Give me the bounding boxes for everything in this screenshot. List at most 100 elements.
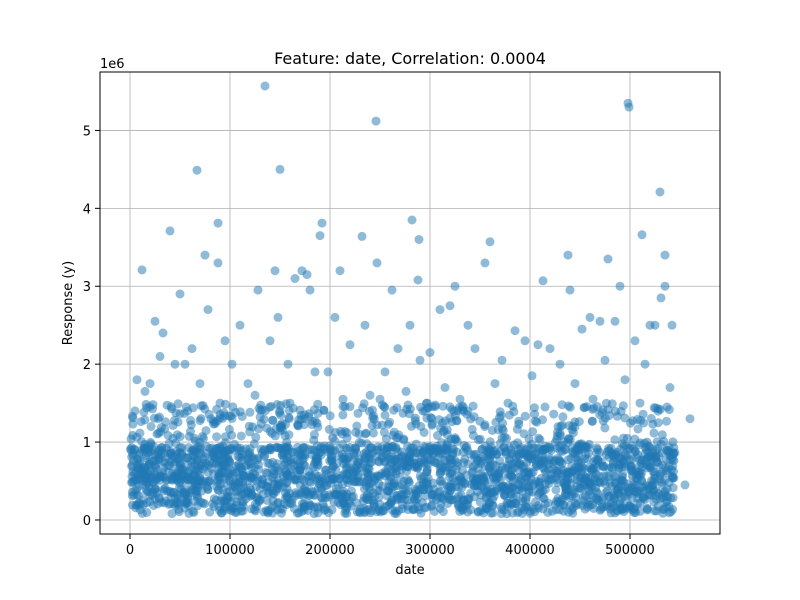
scatter-point [490,379,500,389]
scatter-point [379,506,389,516]
scatter-point [402,466,411,476]
scatter-point [568,465,578,475]
scatter-point [603,254,613,264]
scatter-point [212,477,222,487]
scatter-point [381,466,390,476]
scatter-point [541,467,551,477]
scatter-point [604,464,614,474]
scatter-point [392,495,402,505]
scatter-point [668,483,678,493]
scatter-point [519,429,529,439]
scatter-point [577,324,587,334]
scatter-point [604,452,614,462]
scatter-point [268,496,278,506]
scatter-point [324,424,334,434]
scatter-point [482,504,492,514]
scatter-point [685,414,695,424]
scatter-point [261,468,271,477]
scatter-point [195,442,205,452]
scatter-point [332,484,341,494]
scatter-point [128,450,138,459]
scatter-point [159,486,169,496]
scatter-point [325,411,335,421]
scatter-point [534,456,544,466]
scatter-point [610,316,620,326]
scatter-point [655,187,665,197]
scatter-point [165,226,175,236]
scatter-point [164,439,174,449]
scatter-point [416,422,426,431]
scatter-point [353,408,363,418]
scatter-point [407,215,417,225]
scatter-point [620,504,630,514]
scatter-point [555,359,565,369]
scatter-point [215,398,225,408]
scatter-point [187,481,197,491]
y-tick-label: 0 [83,514,91,529]
scatter-point [469,481,479,491]
scatter-point [223,454,233,464]
scatter-point [413,275,423,285]
scatter-point [189,508,199,517]
scatter-point [393,433,403,443]
scatter-point [660,250,670,260]
scatter-point [338,394,348,404]
scatter-point [533,340,543,350]
scatter-point [163,431,173,440]
scatter-point [502,509,512,519]
scatter-point [158,472,168,482]
scatter-point [518,496,528,506]
scatter-point [154,412,164,422]
scatter-point [455,394,465,404]
scatter-point [653,501,663,511]
scatter-point [517,508,527,518]
scatter-point [258,475,268,485]
scatter-point [353,463,363,473]
scatter-point [175,289,185,299]
scatter-point [138,447,148,457]
scatter-point [215,409,225,419]
scatter-point [305,285,315,295]
scatter-point [338,410,348,420]
scatter-point [391,469,401,479]
scatter-point [616,406,626,416]
scatter-point [289,454,299,464]
scatter-point [456,490,466,500]
scatter-point [420,491,430,501]
scatter-point [515,466,525,476]
scatter-point [256,419,266,429]
scatter-point [405,320,415,330]
scatter-point [140,386,150,396]
scatter-point [138,500,148,510]
scatter-point [452,458,462,468]
scatter-point [235,407,245,417]
scatter-point [512,485,522,495]
scatter-point [520,411,530,421]
scatter-point [470,344,480,354]
scatter-point [630,447,640,457]
scatter-point [486,442,496,452]
scatter-point [552,443,562,453]
scatter-point [257,405,267,415]
scatter-point [198,401,208,411]
scatter-point [597,408,607,418]
scatter-point [583,473,593,483]
scatter-point [205,507,215,517]
points-layer [126,81,695,519]
scatter-point [310,416,320,426]
scatter-point [199,433,208,443]
scatter-point [142,508,152,517]
scatter-point [142,485,151,495]
scatter-point [365,485,375,495]
scatter-point [654,474,664,484]
scatter-point [342,428,352,438]
scatter-point [500,432,509,442]
scatter-point [309,445,319,455]
scatter-point [572,475,582,485]
scatter-point [429,478,438,488]
scatter-point [293,421,303,430]
scatter-point [653,406,663,416]
scatter-point [641,444,651,454]
scatter-point [162,400,172,410]
scatter-point [156,427,166,437]
